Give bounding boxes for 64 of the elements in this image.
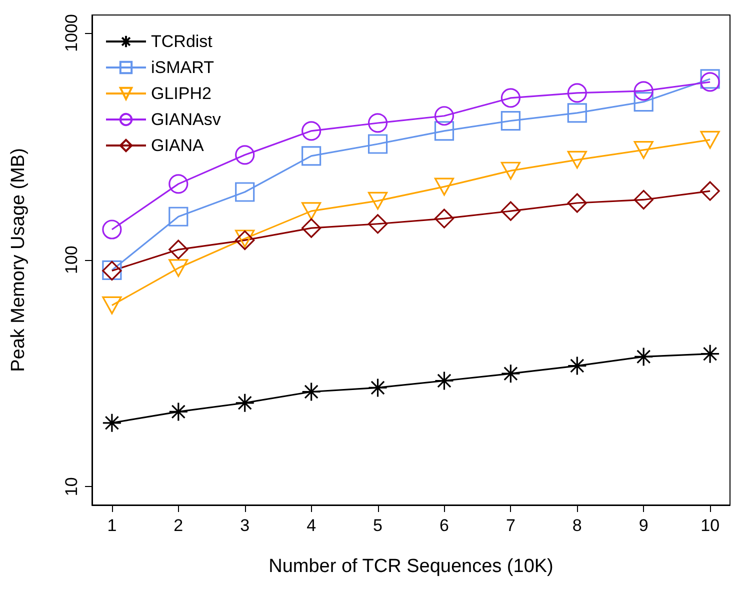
point: [500, 162, 520, 180]
y-axis-title: Peak Memory Usage (MB): [8, 148, 29, 372]
x-tick-label: 5: [373, 516, 383, 535]
point: [168, 174, 188, 194]
point: [567, 193, 587, 213]
point: [235, 145, 255, 165]
point: [434, 208, 454, 228]
point: [102, 413, 122, 433]
x-axis-title: Number of TCR Sequences (10K): [268, 556, 554, 577]
point: [368, 134, 388, 154]
x-tick-label: 3: [240, 516, 250, 535]
x-tick-label: 2: [174, 516, 184, 535]
x-tick-label: 9: [638, 516, 648, 535]
point: [634, 92, 654, 112]
point: [235, 393, 255, 413]
point: [434, 178, 454, 196]
point: [434, 121, 454, 141]
point: [302, 202, 322, 220]
point: [500, 364, 520, 384]
point: [700, 130, 720, 149]
point: [567, 150, 587, 169]
point: [168, 206, 188, 226]
point: [235, 182, 255, 202]
legend-label: TCRdist: [151, 32, 213, 51]
point: [168, 240, 188, 260]
point: [434, 370, 454, 391]
legend-label: GIANA: [151, 136, 205, 155]
y-tick-label: 1000: [62, 14, 81, 52]
point: [302, 146, 322, 166]
point: [102, 296, 122, 314]
point: [700, 181, 720, 201]
point: [634, 346, 654, 366]
point: [302, 218, 322, 238]
point: [634, 81, 654, 101]
point: [634, 141, 654, 159]
x-tick-label: 8: [572, 516, 582, 535]
legend-label: iSMART: [151, 58, 214, 77]
x-tick-label: 7: [506, 516, 516, 535]
point: [700, 344, 720, 364]
point: [434, 106, 454, 126]
point: [567, 83, 587, 103]
x-tick-label: 10: [700, 516, 720, 535]
point: [368, 214, 388, 234]
point: [567, 103, 587, 123]
y-tick-label: 10: [62, 477, 81, 496]
point: [302, 121, 322, 141]
point: [368, 192, 388, 210]
legend-label: GLIPH2: [151, 84, 212, 103]
point: [168, 402, 188, 422]
point: [500, 88, 520, 108]
x-tick-label: 6: [439, 516, 449, 535]
point: [500, 201, 520, 221]
point: [634, 190, 654, 210]
point: [368, 378, 388, 398]
point: [567, 356, 587, 376]
point: [302, 382, 322, 402]
point: [168, 259, 188, 277]
x-tick-label: 4: [306, 516, 316, 535]
legend-label: GIANAsv: [151, 110, 222, 129]
y-tick-label: 100: [62, 246, 81, 274]
point: [368, 113, 388, 133]
point: [102, 220, 122, 240]
point: [500, 111, 520, 131]
x-tick-label: 1: [107, 516, 117, 535]
